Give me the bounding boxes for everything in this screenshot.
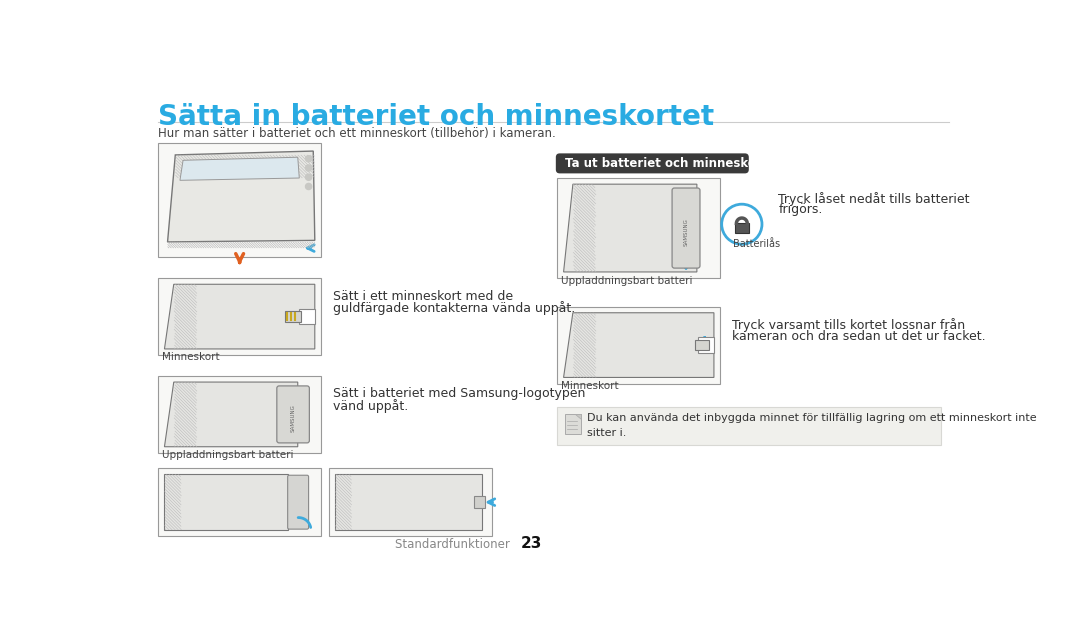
FancyBboxPatch shape <box>287 475 309 529</box>
FancyBboxPatch shape <box>557 307 720 384</box>
Text: Minneskort: Minneskort <box>162 353 219 362</box>
Text: SAMSUNG: SAMSUNG <box>684 218 689 246</box>
FancyBboxPatch shape <box>159 468 321 536</box>
Text: Hur man sätter i batteriet och ett minneskort (tillbehör) i kameran.: Hur man sätter i batteriet och ett minne… <box>159 127 556 140</box>
FancyBboxPatch shape <box>159 144 321 257</box>
Text: Batterilås: Batterilås <box>732 239 780 249</box>
FancyBboxPatch shape <box>276 386 309 443</box>
Text: frigörs.: frigörs. <box>779 203 823 217</box>
Polygon shape <box>564 184 697 272</box>
Text: 23: 23 <box>521 536 542 551</box>
FancyBboxPatch shape <box>299 309 314 324</box>
Polygon shape <box>180 158 299 180</box>
Text: Sätt i batteriet med Samsung-logotypen: Sätt i batteriet med Samsung-logotypen <box>333 387 585 401</box>
Text: kameran och dra sedan ut det ur facket.: kameran och dra sedan ut det ur facket. <box>732 329 985 343</box>
Text: Tryck låset nedåt tills batteriet: Tryck låset nedåt tills batteriet <box>779 192 970 206</box>
Text: Sätt i ett minneskort med de: Sätt i ett minneskort med de <box>333 290 513 302</box>
Polygon shape <box>576 414 581 419</box>
Circle shape <box>721 204 762 244</box>
FancyBboxPatch shape <box>672 188 700 268</box>
Circle shape <box>306 165 312 171</box>
FancyBboxPatch shape <box>159 376 321 453</box>
FancyBboxPatch shape <box>565 414 581 433</box>
FancyBboxPatch shape <box>694 340 708 350</box>
Text: Standardfunktioner: Standardfunktioner <box>395 537 517 551</box>
FancyBboxPatch shape <box>557 178 720 278</box>
FancyBboxPatch shape <box>285 311 301 322</box>
Text: Minneskort: Minneskort <box>562 381 619 391</box>
FancyBboxPatch shape <box>159 278 321 355</box>
Polygon shape <box>164 382 298 447</box>
Text: Tryck varsamt tills kortet lossnar från: Tryck varsamt tills kortet lossnar från <box>732 318 964 332</box>
Text: Ta ut batteriet och minneskortet: Ta ut batteriet och minneskortet <box>565 157 781 170</box>
Polygon shape <box>167 151 314 242</box>
Circle shape <box>306 174 312 180</box>
Text: Uppladdningsbart batteri: Uppladdningsbart batteri <box>562 275 692 285</box>
FancyBboxPatch shape <box>164 474 288 530</box>
FancyBboxPatch shape <box>557 407 941 445</box>
FancyBboxPatch shape <box>328 468 491 536</box>
FancyBboxPatch shape <box>699 338 714 353</box>
Circle shape <box>306 156 312 162</box>
Text: Uppladdningsbart batteri: Uppladdningsbart batteri <box>162 450 294 461</box>
FancyBboxPatch shape <box>335 474 482 530</box>
Text: Sätta in batteriet och minneskortet: Sätta in batteriet och minneskortet <box>159 103 714 130</box>
Text: SAMSUNG: SAMSUNG <box>291 404 296 432</box>
Text: Du kan använda det inbyggda minnet för tillfällig lagring om ett minneskort inte: Du kan använda det inbyggda minnet för t… <box>586 413 1037 438</box>
Circle shape <box>306 183 312 190</box>
Polygon shape <box>164 284 314 349</box>
Polygon shape <box>564 312 714 377</box>
FancyBboxPatch shape <box>556 153 748 173</box>
Text: guldfärgade kontakterna vända uppåt.: guldfärgade kontakterna vända uppåt. <box>333 301 575 315</box>
Text: vänd uppåt.: vänd uppåt. <box>333 399 408 413</box>
FancyBboxPatch shape <box>474 496 485 508</box>
FancyBboxPatch shape <box>734 224 748 234</box>
